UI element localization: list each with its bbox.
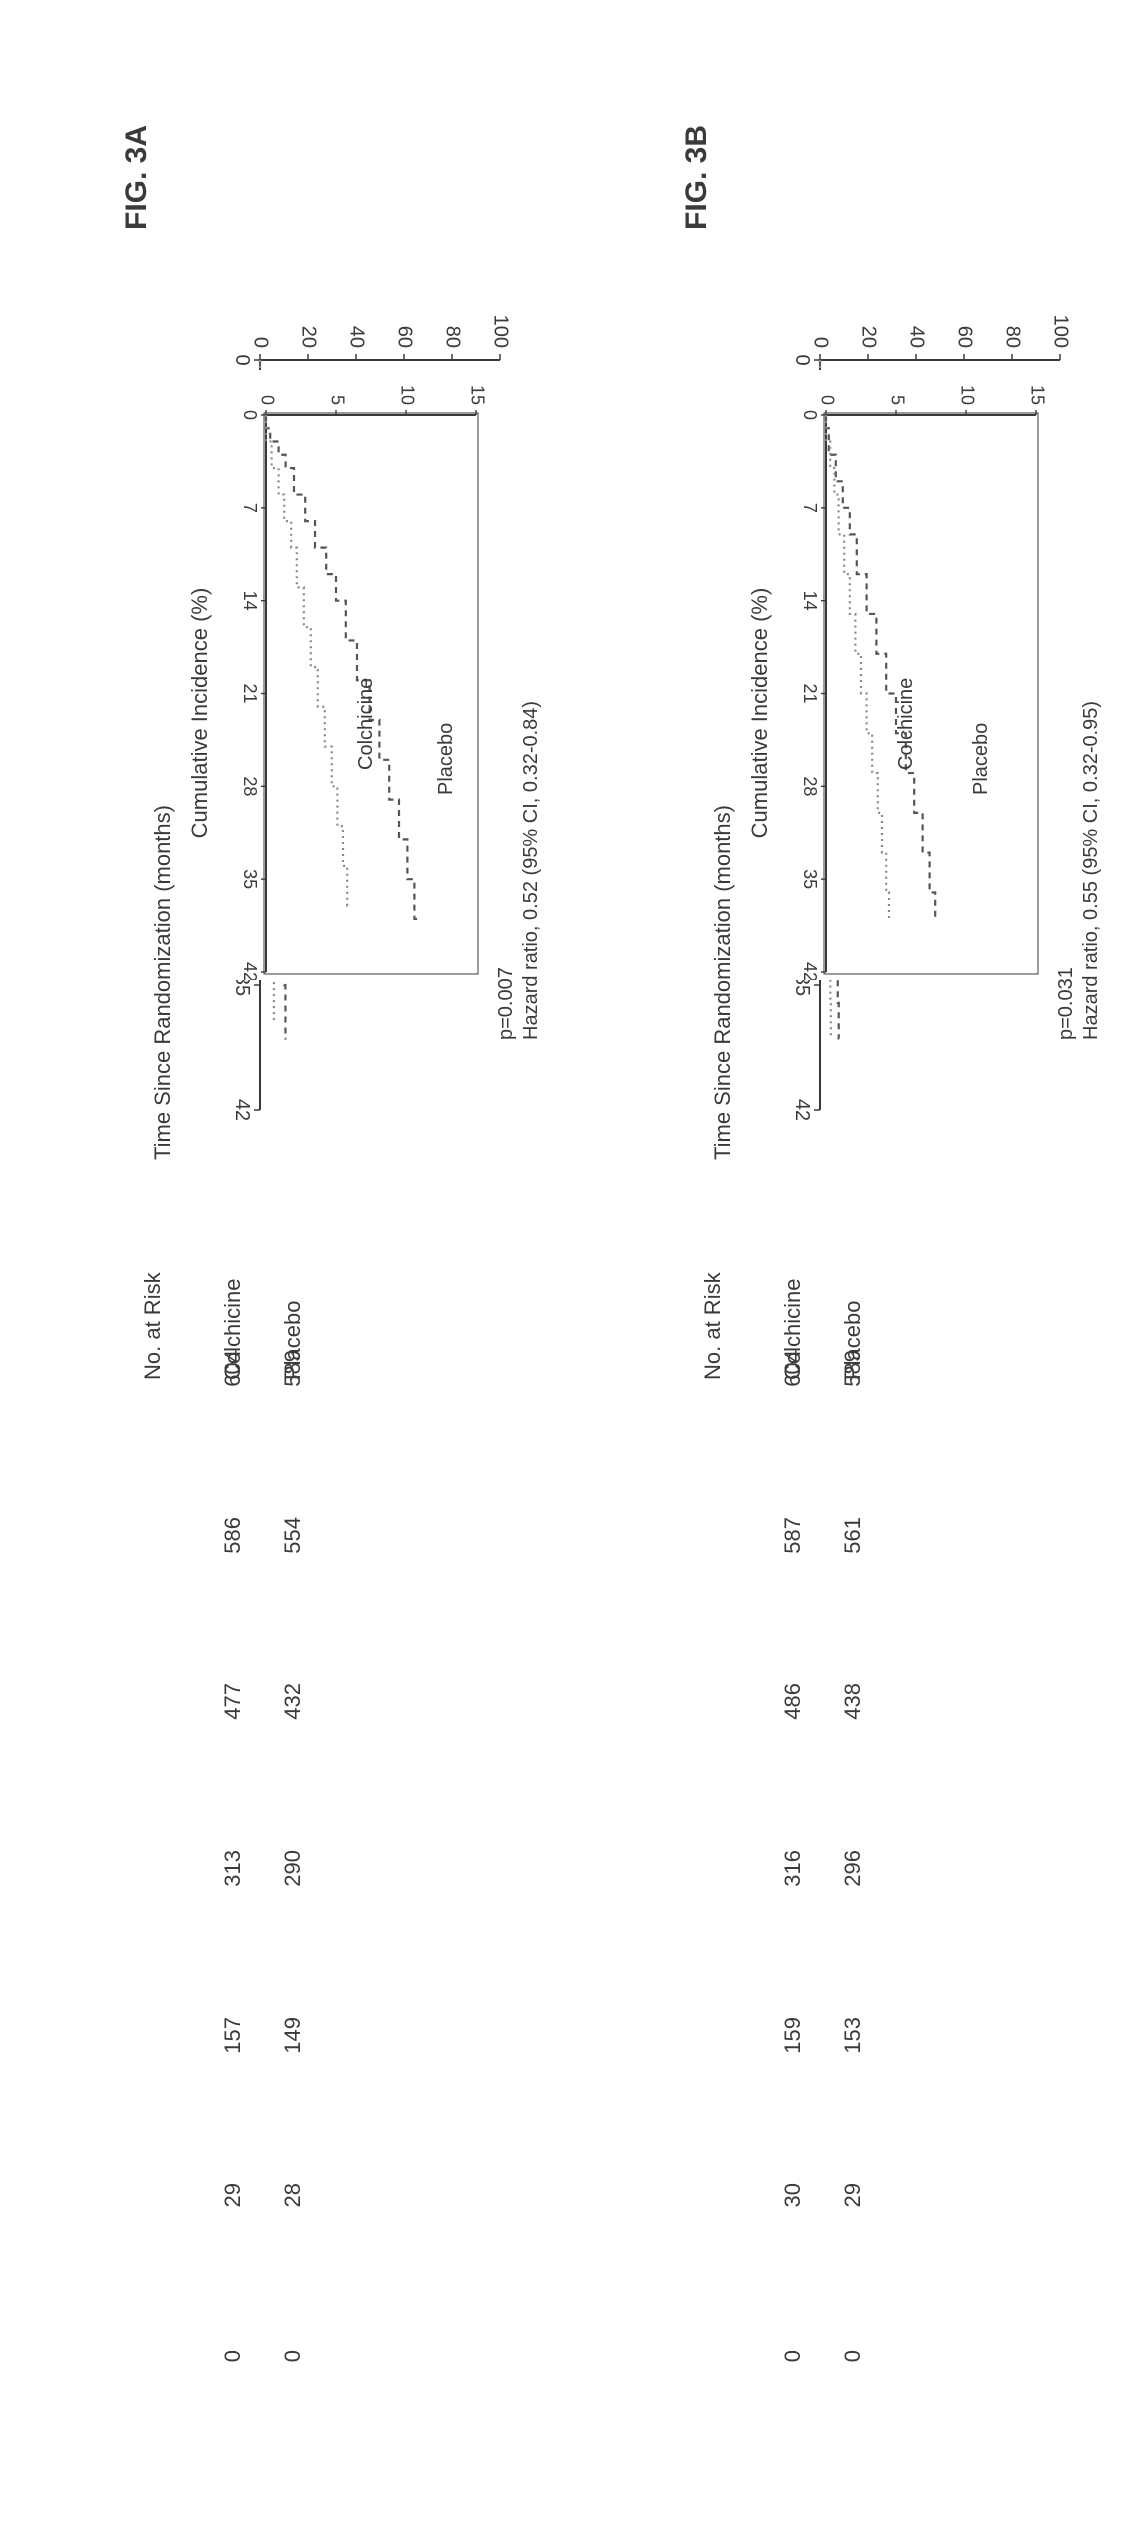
svg-text:15: 15 — [467, 385, 487, 405]
inset-b: 0 5 10 15 0 7 14 21 28 35 42 — [790, 370, 1050, 980]
colchicine-label-a: Colchicine — [355, 678, 378, 770]
xlabel-b: Time Since Randomization (months) — [710, 805, 736, 1160]
svg-text:14: 14 — [800, 591, 820, 611]
inset-a: 0 5 10 15 0 7 14 21 28 35 42 — [230, 370, 490, 980]
risk-cell: 290 — [280, 1850, 306, 1910]
risk-cell: 153 — [840, 2017, 866, 2077]
risk-table-b: No. at RiskColchicine604587486316159300P… — [640, 1260, 1100, 2460]
risk-cell: 432 — [280, 1683, 306, 1743]
svg-text:10: 10 — [957, 385, 977, 405]
svg-text:35: 35 — [240, 869, 260, 889]
risk-cell: 554 — [280, 1517, 306, 1577]
risk-title: No. at Risk — [140, 1272, 166, 1380]
svg-text:20: 20 — [298, 326, 320, 348]
risk-cell: 159 — [780, 2017, 806, 2077]
p-text-b: p=0.031 — [1055, 967, 1078, 1040]
svg-text:60: 60 — [954, 326, 976, 348]
svg-text:21: 21 — [240, 683, 260, 703]
svg-text:42: 42 — [800, 962, 820, 980]
risk-cell: 561 — [840, 1517, 866, 1577]
svg-text:0: 0 — [231, 354, 253, 365]
fig-3b-title: FIG. 3B — [680, 125, 714, 230]
svg-text:14: 14 — [240, 591, 260, 611]
svg-text:10: 10 — [397, 385, 417, 405]
risk-cell: 438 — [840, 1683, 866, 1743]
risk-cell: 0 — [220, 2350, 246, 2410]
panel-fig-3a: FIG. 3A 020406080100071421283542 Cumulat… — [80, 40, 540, 2470]
svg-text:28: 28 — [240, 776, 260, 796]
placebo-label-a: Placebo — [435, 723, 458, 795]
svg-text:100: 100 — [1050, 315, 1072, 348]
risk-cell: 149 — [280, 2017, 306, 2077]
svg-text:80: 80 — [1002, 326, 1024, 348]
risk-cell: 604 — [780, 1350, 806, 1410]
svg-text:0: 0 — [810, 337, 832, 348]
svg-text:0: 0 — [817, 395, 837, 405]
svg-text:21: 21 — [800, 683, 820, 703]
risk-cell: 587 — [780, 1517, 806, 1577]
placebo-label-b: Placebo — [970, 723, 993, 795]
risk-cell: 28 — [280, 2183, 306, 2243]
xlabel-a: Time Since Randomization (months) — [150, 805, 176, 1160]
risk-cell: 0 — [280, 2350, 306, 2410]
hazard-text-a: Hazard ratio, 0.52 (95% CI, 0.32-0.84) — [520, 701, 543, 1040]
svg-text:42: 42 — [240, 962, 260, 980]
risk-cell: 157 — [220, 2017, 246, 2077]
svg-text:42: 42 — [231, 1099, 253, 1120]
svg-text:40: 40 — [346, 326, 368, 348]
svg-text:0: 0 — [240, 410, 260, 420]
svg-text:0: 0 — [257, 395, 277, 405]
risk-cell: 29 — [840, 2183, 866, 2243]
risk-cell: 296 — [840, 1850, 866, 1910]
svg-text:42: 42 — [791, 1099, 813, 1120]
svg-text:15: 15 — [1027, 385, 1047, 405]
svg-text:0: 0 — [250, 337, 272, 348]
inset-b-svg: 0 5 10 15 0 7 14 21 28 35 42 — [790, 370, 1050, 980]
svg-text:20: 20 — [858, 326, 880, 348]
figure-page: FIG. 3A 020406080100071421283542 Cumulat… — [0, 0, 1138, 2530]
svg-text:80: 80 — [442, 326, 464, 348]
risk-cell: 29 — [220, 2183, 246, 2243]
risk-cell: 30 — [780, 2183, 806, 2243]
svg-text:60: 60 — [394, 326, 416, 348]
risk-cell: 604 — [220, 1350, 246, 1410]
ylabel-b: Cumulative Incidence (%) — [747, 563, 773, 863]
panel-fig-3b: FIG. 3B 020406080100071421283542 Cumulat… — [640, 40, 1100, 2470]
risk-cell: 589 — [840, 1350, 866, 1410]
svg-text:40: 40 — [906, 326, 928, 348]
risk-cell: 313 — [220, 1850, 246, 1910]
fig-3a-title: FIG. 3A — [120, 125, 154, 230]
risk-cell: 0 — [840, 2350, 866, 2410]
risk-cell: 486 — [780, 1683, 806, 1743]
p-text-a: p=0.007 — [495, 967, 518, 1040]
svg-text:5: 5 — [887, 395, 907, 405]
svg-text:35: 35 — [800, 869, 820, 889]
risk-cell: 589 — [280, 1350, 306, 1410]
svg-text:7: 7 — [240, 503, 260, 513]
svg-text:0: 0 — [800, 410, 820, 420]
risk-title: No. at Risk — [700, 1272, 726, 1380]
svg-text:0: 0 — [791, 354, 813, 365]
svg-text:28: 28 — [800, 776, 820, 796]
ylabel-a: Cumulative Incidence (%) — [187, 563, 213, 863]
risk-cell: 316 — [780, 1850, 806, 1910]
inset-a-svg: 0 5 10 15 0 7 14 21 28 35 42 — [230, 370, 490, 980]
risk-cell: 586 — [220, 1517, 246, 1577]
risk-table-a: No. at RiskColchicine604586477313157290P… — [80, 1260, 540, 2460]
risk-cell: 0 — [780, 2350, 806, 2410]
colchicine-label-b: Colchicine — [895, 678, 918, 770]
hazard-text-b: Hazard ratio, 0.55 (95% CI, 0.32-0.95) — [1080, 701, 1103, 1040]
svg-text:7: 7 — [800, 503, 820, 513]
risk-cell: 477 — [220, 1683, 246, 1743]
svg-text:100: 100 — [490, 315, 512, 348]
svg-text:5: 5 — [327, 395, 347, 405]
